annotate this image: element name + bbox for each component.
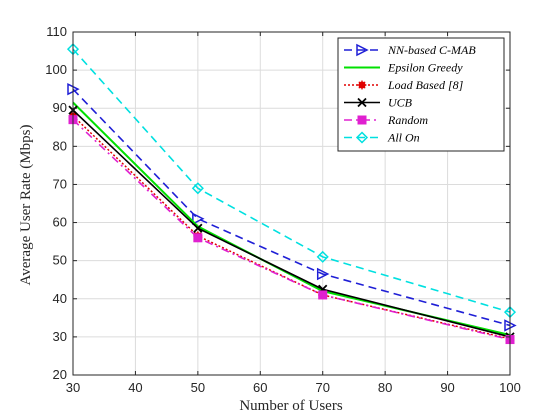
y-axis-title: Average User Rate (Mbps) — [18, 125, 34, 286]
data-point — [316, 250, 329, 263]
x-axis-title: Number of Users — [239, 398, 342, 414]
legend-marker — [355, 131, 369, 144]
data-point — [191, 182, 204, 195]
data-point — [192, 212, 205, 225]
legend-label: UCB — [388, 96, 413, 110]
series-line — [72, 88, 511, 327]
y-tick-label: 50 — [53, 253, 67, 268]
y-tick-label: 60 — [53, 215, 67, 230]
y-tick-label: 20 — [53, 367, 67, 382]
legend-label: Load Based [8] — [387, 78, 464, 92]
y-tick-label: 70 — [53, 176, 67, 191]
data-point — [193, 223, 203, 233]
x-tick-label: 70 — [315, 380, 329, 395]
x-tick-label: 30 — [66, 380, 80, 395]
data-point — [318, 290, 328, 300]
legend-entry: NN-based C-MAB — [344, 43, 476, 57]
data-point — [316, 267, 330, 281]
y-tick-label: 100 — [45, 62, 67, 77]
y-tick-label: 110 — [46, 24, 67, 39]
x-tick-label: 100 — [499, 380, 521, 395]
series-line — [72, 119, 511, 341]
y-tick-label: 40 — [53, 291, 67, 306]
legend-marker — [357, 97, 367, 108]
legend-entry: Random — [344, 113, 428, 127]
legend-entry: Epsilon Greedy — [344, 61, 463, 75]
legend-entry: UCB — [344, 96, 413, 110]
x-tick-label: 80 — [378, 380, 392, 395]
legend-label: All On — [387, 131, 420, 145]
x-tick-label: 90 — [440, 380, 454, 395]
data-point — [193, 233, 203, 243]
y-tick-label: 30 — [53, 329, 67, 344]
legend-label: Random — [387, 113, 428, 127]
legend-label: NN-based C-MAB — [387, 43, 476, 57]
legend-marker — [357, 80, 367, 90]
legend: NN-based C-MAB Epsilon Greedy Load Based [… — [337, 37, 505, 152]
series-line — [72, 109, 511, 338]
legend-entry: All On — [344, 131, 420, 145]
legend-marker — [357, 115, 367, 125]
x-tick-label: 60 — [253, 380, 267, 395]
x-tick-label: 40 — [128, 380, 142, 395]
series-lines — [66, 43, 517, 345]
x-tick-label: 50 — [191, 380, 205, 395]
legend-label: Epsilon Greedy — [387, 61, 463, 75]
y-tick-label: 80 — [53, 138, 67, 153]
legend-marker — [356, 43, 369, 57]
legend-box — [337, 37, 505, 152]
legend-entry: Load Based [8] — [344, 78, 464, 92]
y-tick-label: 90 — [53, 100, 67, 115]
series-line — [72, 48, 511, 313]
plot-area — [72, 31, 511, 376]
